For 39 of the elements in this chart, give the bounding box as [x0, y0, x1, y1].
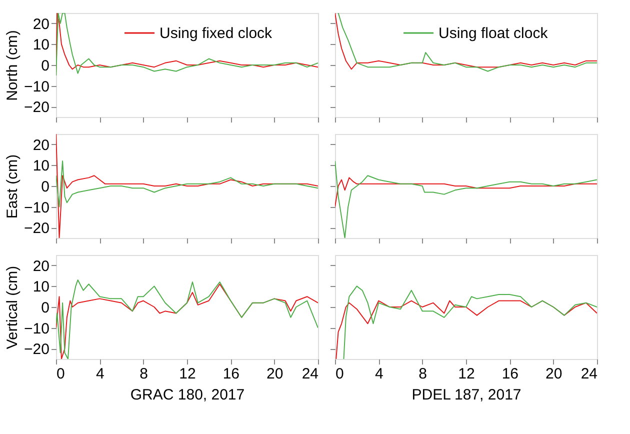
y-tick-label: 20: [32, 136, 50, 154]
y-axis-title: Vertical (cm): [4, 266, 22, 350]
y-tick-label: 10: [32, 36, 50, 54]
y-tick-label: −20: [24, 220, 50, 238]
y-tick-label: −10: [24, 320, 50, 338]
y-tick-label: 10: [32, 278, 50, 296]
y-tick-label: 0: [41, 300, 50, 316]
x-tick-label: 0: [56, 366, 65, 382]
y-tick-label: 0: [41, 58, 50, 74]
line-series: [56, 13, 318, 76]
line-series: [56, 134, 318, 238]
y-axis-title: East (cm): [4, 154, 22, 219]
x-tick-label: 4: [374, 366, 384, 382]
y-tick-label: 0: [41, 178, 50, 196]
legend-label: Using float clock: [438, 25, 548, 42]
y-tick-label: −20: [24, 99, 50, 116]
x-tick-label: 16: [222, 366, 240, 382]
line-series: [56, 160, 318, 208]
x-tick-label: 12: [458, 366, 475, 382]
x-tick-label: 8: [140, 366, 148, 382]
x-tick-label: 0: [336, 366, 344, 382]
y-tick-label: 20: [32, 258, 50, 275]
x-tick-label: 12: [179, 366, 196, 382]
y-tick-label: −10: [24, 78, 50, 96]
x-tick-label: 20: [545, 366, 562, 382]
y-axis-title: North (cm): [4, 30, 22, 101]
y-tick-label: −20: [24, 341, 50, 358]
y-tick-label: −10: [24, 199, 50, 216]
x-tick-label: 4: [96, 366, 104, 382]
y-tick-label: 20: [32, 16, 50, 33]
x-axis-title: GRAC 180, 2017: [130, 386, 245, 404]
x-axis-title: PDEL 187, 2017: [412, 386, 522, 404]
y-tick-label: 10: [32, 158, 50, 175]
legend-label: Using fixed clock: [160, 25, 273, 42]
x-tick-label: 24: [302, 366, 318, 382]
x-tick-label: 8: [418, 366, 428, 382]
x-tick-label: 24: [580, 366, 598, 382]
x-tick-label: 16: [502, 366, 519, 382]
x-tick-label: 20: [266, 366, 284, 382]
